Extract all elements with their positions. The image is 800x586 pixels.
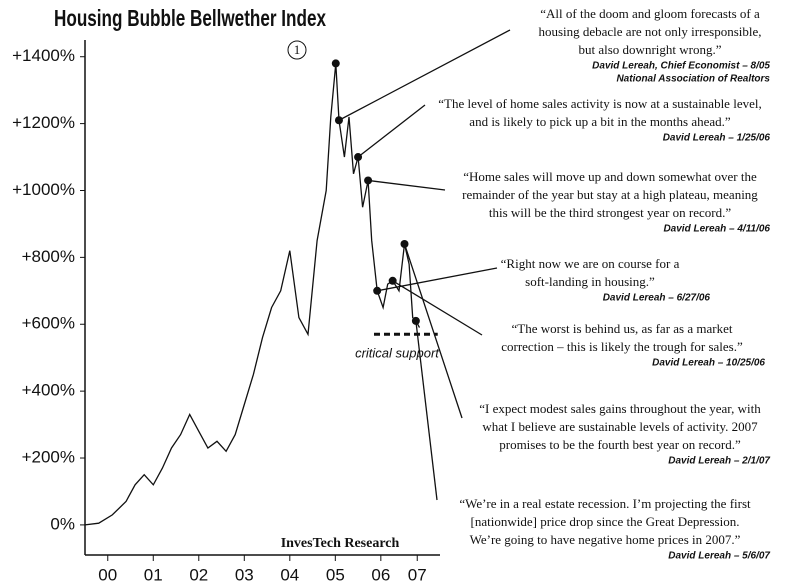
x-tick-label: 07 xyxy=(408,565,427,584)
annotation-dot xyxy=(388,276,397,285)
marker-ring xyxy=(287,40,307,60)
quote-source: David Lereah – 4/11/06 xyxy=(663,224,770,235)
annotation-dot xyxy=(400,239,409,248)
y-tick-label: +1400% xyxy=(12,46,75,65)
quote-line: remainder of the year but stay at a high… xyxy=(462,187,758,202)
quote-line: promises to be the fourth best year on r… xyxy=(499,437,741,452)
quote-line: and is likely to pick up a bit in the mo… xyxy=(469,114,731,129)
quote-line: “Right now we are on course for a xyxy=(501,256,680,271)
quote-source: National Association of Realtors xyxy=(616,74,770,85)
quote-source: David Lereah – 5/6/07 xyxy=(668,551,770,562)
x-tick-label: 04 xyxy=(280,565,299,584)
quote-line: “I expect modest sales gains throughout … xyxy=(479,401,761,416)
y-tick-label: +800% xyxy=(22,247,75,266)
quote-line: “All of the doom and gloom forecasts of … xyxy=(540,6,760,21)
quote-line: “The level of home sales activity is now… xyxy=(438,96,761,111)
callout-line xyxy=(392,280,483,336)
annotation-dot xyxy=(334,116,343,125)
quote-source: David Lereah – 1/25/06 xyxy=(663,133,771,144)
quote-line: this will be the third strongest year on… xyxy=(489,205,731,220)
callout-line xyxy=(403,243,463,419)
callout-line xyxy=(357,104,426,158)
x-tick-label: 02 xyxy=(189,565,208,584)
quote-line: [nationwide] price drop since the Great … xyxy=(471,514,740,529)
callout-line xyxy=(338,29,511,121)
x-tick-label: 05 xyxy=(326,565,345,584)
quote-line: “The worst is behind us, as far as a mar… xyxy=(512,321,733,336)
credit: InvesTech Research xyxy=(281,536,400,551)
quote-line: “We’re in a real estate recession. I’m p… xyxy=(459,496,751,511)
quote-line: correction – this is likely the trough f… xyxy=(501,339,743,354)
callout-line xyxy=(377,267,498,292)
support-label: critical support xyxy=(355,346,440,361)
y-tick-label: +1000% xyxy=(12,180,75,199)
callout-line xyxy=(368,179,446,191)
index-line xyxy=(84,63,421,526)
quote-source: David Lereah – 6/27/06 xyxy=(603,293,711,304)
y-tick-label: +600% xyxy=(22,314,75,333)
quote-line: what I believe are sustainable levels of… xyxy=(482,419,758,434)
quote-line: “Home sales will move up and down somewh… xyxy=(463,169,757,184)
y-tick-label: +400% xyxy=(22,381,75,400)
chart-title: Housing Bubble Bellwether Index xyxy=(54,5,326,31)
peak-dot xyxy=(331,59,340,68)
annotation-dot xyxy=(411,316,420,325)
quote-line: but also downright wrong.” xyxy=(579,42,722,57)
y-tick-label: +200% xyxy=(22,448,75,467)
quote-source: David Lereah – 10/25/06 xyxy=(652,358,765,369)
x-tick-label: 03 xyxy=(235,565,254,584)
quote-source: David Lereah – 2/1/07 xyxy=(668,456,770,467)
x-tick-label: 01 xyxy=(144,565,163,584)
x-tick-label: 00 xyxy=(98,565,117,584)
annotation-dot xyxy=(373,286,382,295)
annotation-dot xyxy=(364,176,373,185)
marker-label: 1 xyxy=(294,42,301,57)
quote-line: We’re going to have negative home prices… xyxy=(470,532,741,547)
y-tick-label: 0% xyxy=(50,514,75,533)
quote-line: housing debacle are not only irresponsib… xyxy=(538,24,761,39)
callout-line xyxy=(415,320,438,501)
y-tick-label: +1200% xyxy=(12,113,75,132)
x-tick-label: 06 xyxy=(371,565,390,584)
quote-line: soft-landing in housing.” xyxy=(525,274,655,289)
quote-source: David Lereah, Chief Economist – 8/05 xyxy=(592,61,770,72)
annotation-dot xyxy=(354,153,363,162)
